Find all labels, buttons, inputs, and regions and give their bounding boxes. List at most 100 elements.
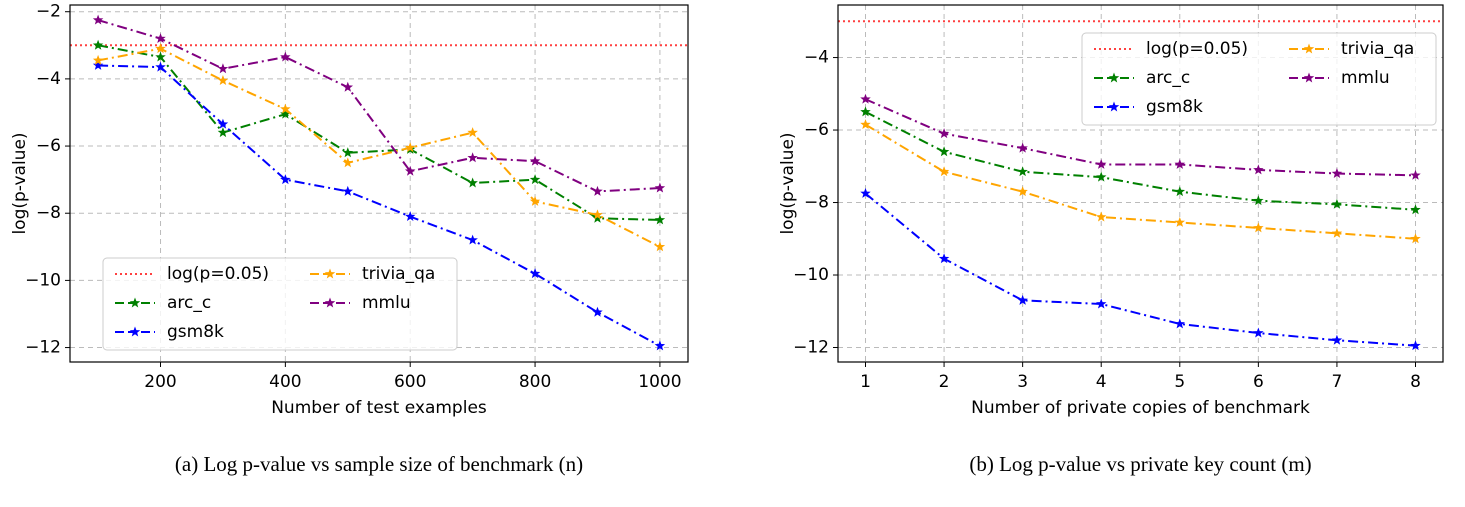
y-axis-label: log(p-value)	[10, 132, 30, 234]
point-marker	[592, 212, 603, 223]
x-tick-label: 7	[1332, 372, 1343, 392]
point-marker	[938, 128, 950, 139]
legend-label: arc_c	[1146, 68, 1190, 88]
point-marker	[1331, 334, 1343, 345]
point-marker	[1253, 164, 1264, 175]
series-line	[864, 123, 1416, 240]
plot-frame	[837, 4, 1444, 363]
y-tick-label: −12	[25, 338, 61, 358]
point-marker	[1410, 233, 1421, 244]
point-marker	[155, 51, 166, 62]
point-marker	[1410, 340, 1421, 351]
point-marker	[1095, 158, 1107, 169]
point-marker	[1331, 227, 1343, 238]
point-marker	[592, 209, 603, 220]
point-marker	[404, 211, 416, 222]
legend-label: log(p=0.05)	[167, 264, 269, 284]
caption: (a) Log p-value vs sample size of benchm…	[175, 452, 583, 476]
point-marker	[1410, 204, 1421, 215]
point-marker	[342, 157, 354, 168]
point-marker	[860, 106, 871, 117]
point-marker	[592, 185, 603, 196]
point-marker	[654, 214, 666, 225]
series-line	[97, 44, 660, 221]
legend-marker	[129, 326, 141, 337]
point-marker	[860, 119, 871, 130]
point-marker	[92, 54, 104, 65]
y-tick-label: −8	[804, 193, 829, 213]
x-tick-label: 3	[1017, 372, 1028, 392]
plot-frame	[69, 4, 689, 363]
x-tick-label: 5	[1174, 372, 1185, 392]
point-marker	[217, 63, 229, 74]
x-tick-label: 8	[1410, 372, 1421, 392]
point-marker	[1174, 216, 1186, 227]
point-marker	[1017, 166, 1028, 177]
legend-marker	[1108, 101, 1120, 112]
point-marker	[1331, 198, 1343, 209]
point-marker	[217, 118, 229, 129]
point-marker	[1174, 158, 1186, 169]
series-line	[864, 192, 1416, 347]
point-marker	[860, 93, 871, 104]
y-tick-label: −12	[793, 338, 829, 358]
x-tick-label: 1000	[638, 372, 681, 392]
y-tick-label: −6	[804, 120, 829, 140]
point-marker	[654, 182, 666, 193]
point-marker	[938, 166, 950, 177]
point-marker	[280, 174, 291, 185]
point-marker	[1253, 222, 1264, 233]
point-marker	[342, 81, 354, 92]
y-axis-label: log(p-value)	[778, 132, 798, 234]
series-line	[98, 64, 661, 347]
x-axis-label: Number of private copies of benchmark	[971, 398, 1310, 418]
point-marker	[280, 108, 291, 119]
point-marker	[1095, 298, 1107, 309]
point-marker	[1174, 186, 1186, 197]
x-tick-label: 200	[144, 372, 176, 392]
legend-label: gsm8k	[167, 322, 224, 342]
point-marker	[342, 147, 354, 158]
legend-marker	[1303, 43, 1315, 54]
y-tick-label: −4	[804, 48, 829, 68]
point-marker	[92, 39, 104, 50]
x-tick-label: 600	[394, 372, 426, 392]
x-tick-label: 4	[1096, 372, 1107, 392]
legend-marker	[1303, 72, 1315, 83]
point-marker	[654, 340, 666, 351]
point-marker	[467, 177, 478, 188]
point-marker	[1331, 168, 1343, 178]
point-marker	[1253, 195, 1264, 206]
point-marker	[1253, 327, 1264, 338]
legend-label: trivia_qa	[362, 264, 435, 284]
legend-marker	[324, 297, 336, 308]
point-marker	[467, 152, 478, 163]
legend-label: arc_c	[167, 293, 211, 313]
y-tick-label: −10	[793, 265, 829, 285]
legend-marker	[1108, 72, 1120, 83]
x-axis-label: Number of test examples	[271, 398, 487, 418]
point-marker	[1017, 142, 1028, 153]
x-tick-label: 800	[519, 372, 551, 392]
point-marker	[404, 142, 416, 153]
x-tick-label: 6	[1253, 372, 1264, 392]
series-line	[97, 47, 661, 248]
x-tick-label: 1	[860, 372, 871, 392]
point-marker	[155, 61, 166, 72]
point-marker	[280, 103, 291, 114]
point-marker	[217, 127, 229, 138]
x-tick-label: 400	[269, 372, 301, 392]
y-tick-label: −4	[36, 69, 61, 89]
legend-box	[102, 257, 458, 351]
point-marker	[529, 268, 541, 279]
point-marker	[654, 241, 666, 252]
point-marker	[217, 75, 229, 86]
legend-box	[1081, 32, 1437, 126]
legend-label: mmlu	[1341, 68, 1390, 88]
y-tick-label: −2	[36, 2, 61, 22]
point-marker	[938, 253, 950, 264]
point-marker	[342, 185, 354, 196]
point-marker	[404, 165, 416, 176]
point-marker	[92, 59, 104, 70]
